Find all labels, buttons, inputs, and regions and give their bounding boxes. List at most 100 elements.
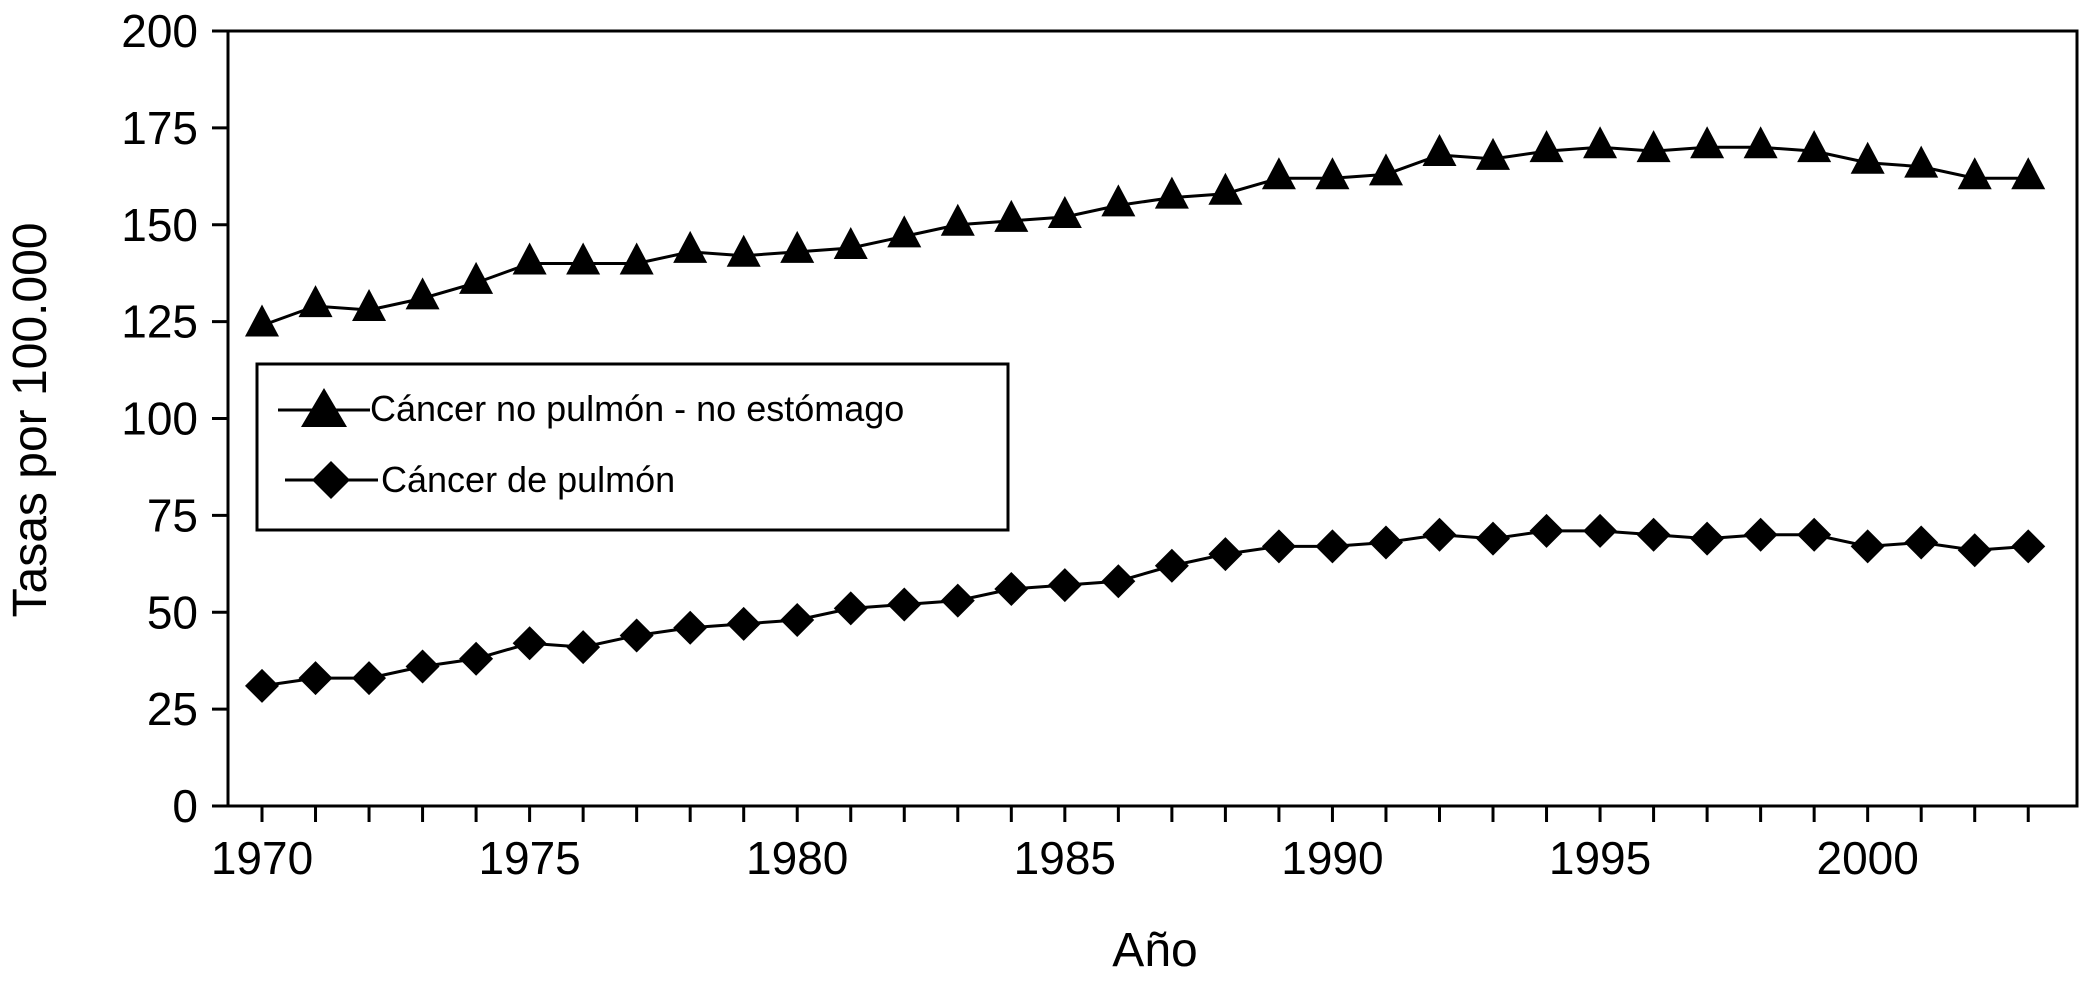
triangle-point xyxy=(1368,153,1403,186)
series-layer xyxy=(245,126,2046,703)
diamond-point xyxy=(1261,529,1296,564)
triangle-point xyxy=(1315,157,1350,190)
y-tick-label: 200 xyxy=(121,5,198,57)
diamond-point xyxy=(1743,517,1778,552)
diamond-point xyxy=(726,606,761,641)
legend-label-series-1: Cáncer no pulmón - no estómago xyxy=(370,388,904,429)
triangle-point xyxy=(1476,137,1511,170)
triangle-point xyxy=(1743,126,1778,159)
triangle-point xyxy=(887,215,922,248)
axes: 0 25 50 75 100 125 150 175 200 1970 1975 1980 1985 19… xyxy=(121,5,2079,884)
diamond-point xyxy=(1101,564,1136,599)
diamond-point xyxy=(298,661,333,696)
diamond-point xyxy=(459,641,494,676)
triangle-point xyxy=(1154,176,1189,209)
triangle-point xyxy=(1904,145,1939,178)
diamond-point xyxy=(1422,517,1457,552)
y-tick-label: 125 xyxy=(121,296,198,348)
triangle-point xyxy=(1208,172,1243,205)
legend: Cáncer no pulmón - no estómago Cáncer de… xyxy=(255,362,1010,532)
y-tick-label: 100 xyxy=(121,393,198,445)
y-tick-label: 75 xyxy=(147,489,198,541)
diamond-point xyxy=(566,630,601,665)
triangle-point xyxy=(2011,157,2046,190)
diamond-point xyxy=(994,572,1029,606)
triangle-point xyxy=(1850,141,1885,174)
x-tick-label: 1995 xyxy=(1549,832,1651,884)
triangle-point xyxy=(1690,126,1725,159)
diamond-point xyxy=(1529,513,1564,548)
diamond-point xyxy=(1690,521,1725,556)
diamond-point xyxy=(1636,517,1671,552)
diamond-point xyxy=(1957,533,1992,568)
y-tick-label: 0 xyxy=(172,780,198,832)
diamond-point xyxy=(1583,513,1618,548)
triangle-point xyxy=(833,227,868,259)
triangle-point xyxy=(1529,130,1564,163)
diamond-point xyxy=(405,649,440,684)
triangle-point xyxy=(1957,157,1992,190)
triangle-point xyxy=(405,277,440,310)
diamond-point xyxy=(1797,517,1832,552)
y-axis-title: Tasas por 100.000 xyxy=(4,223,57,618)
diamond-point xyxy=(352,661,387,696)
diamond-point xyxy=(833,591,868,626)
triangle-point xyxy=(1797,130,1832,163)
triangle-point xyxy=(1583,126,1618,159)
y-tick-label: 175 xyxy=(121,102,198,154)
diamond-point xyxy=(1315,529,1350,564)
series-2 xyxy=(245,513,2046,703)
series-line xyxy=(261,529,2029,688)
x-tick-label: 2000 xyxy=(1816,832,1918,884)
diamond-point xyxy=(1208,537,1243,572)
diamond-point xyxy=(2011,529,2046,564)
diamond-point xyxy=(1850,529,1885,564)
triangle-point xyxy=(566,242,601,275)
triangle-point xyxy=(1636,130,1671,163)
diamond-point xyxy=(245,668,279,703)
x-tick-label: 1985 xyxy=(1014,832,1116,884)
triangle-point xyxy=(512,242,547,275)
diamond-point xyxy=(1154,548,1189,583)
diamond-point xyxy=(780,603,815,637)
diamond-point xyxy=(1904,525,1939,560)
diamond-point xyxy=(940,583,975,618)
diamond-point xyxy=(1368,525,1403,560)
diamond-point xyxy=(673,610,708,645)
diamond-point xyxy=(887,587,922,622)
x-axis-title: Año xyxy=(1112,924,1197,977)
triangle-point xyxy=(940,203,975,236)
legend-box xyxy=(255,362,1010,532)
y-tick-label: 25 xyxy=(147,683,198,735)
triangle-point xyxy=(1261,157,1296,190)
triangle-point xyxy=(619,242,654,275)
diamond-point xyxy=(1476,521,1511,556)
series-line xyxy=(261,145,2029,327)
triangle-point xyxy=(673,230,708,263)
triangle-point xyxy=(352,289,387,321)
diamond-point xyxy=(1047,568,1082,603)
x-tick-label: 1975 xyxy=(478,832,580,884)
legend-triangle-marker xyxy=(301,388,347,427)
diamond-point xyxy=(512,626,547,661)
y-tick-label: 50 xyxy=(147,586,198,638)
x-tick-label: 1970 xyxy=(211,832,313,884)
y-tick-label: 150 xyxy=(121,199,198,251)
legend-label-series-2: Cáncer de pulmón xyxy=(381,459,675,500)
x-tick-label: 1990 xyxy=(1281,832,1383,884)
triangle-point xyxy=(726,234,761,267)
triangle-point xyxy=(1101,184,1136,217)
triangle-point xyxy=(1047,196,1082,228)
triangle-point xyxy=(459,261,494,294)
triangle-point xyxy=(245,304,279,337)
triangle-point xyxy=(780,230,815,263)
series-1 xyxy=(245,126,2046,337)
legend-diamond-marker xyxy=(312,461,350,499)
triangle-point xyxy=(298,285,333,318)
triangle-point xyxy=(994,199,1029,232)
diamond-point xyxy=(619,618,654,653)
triangle-point xyxy=(1422,134,1457,166)
x-tick-label: 1980 xyxy=(746,832,848,884)
